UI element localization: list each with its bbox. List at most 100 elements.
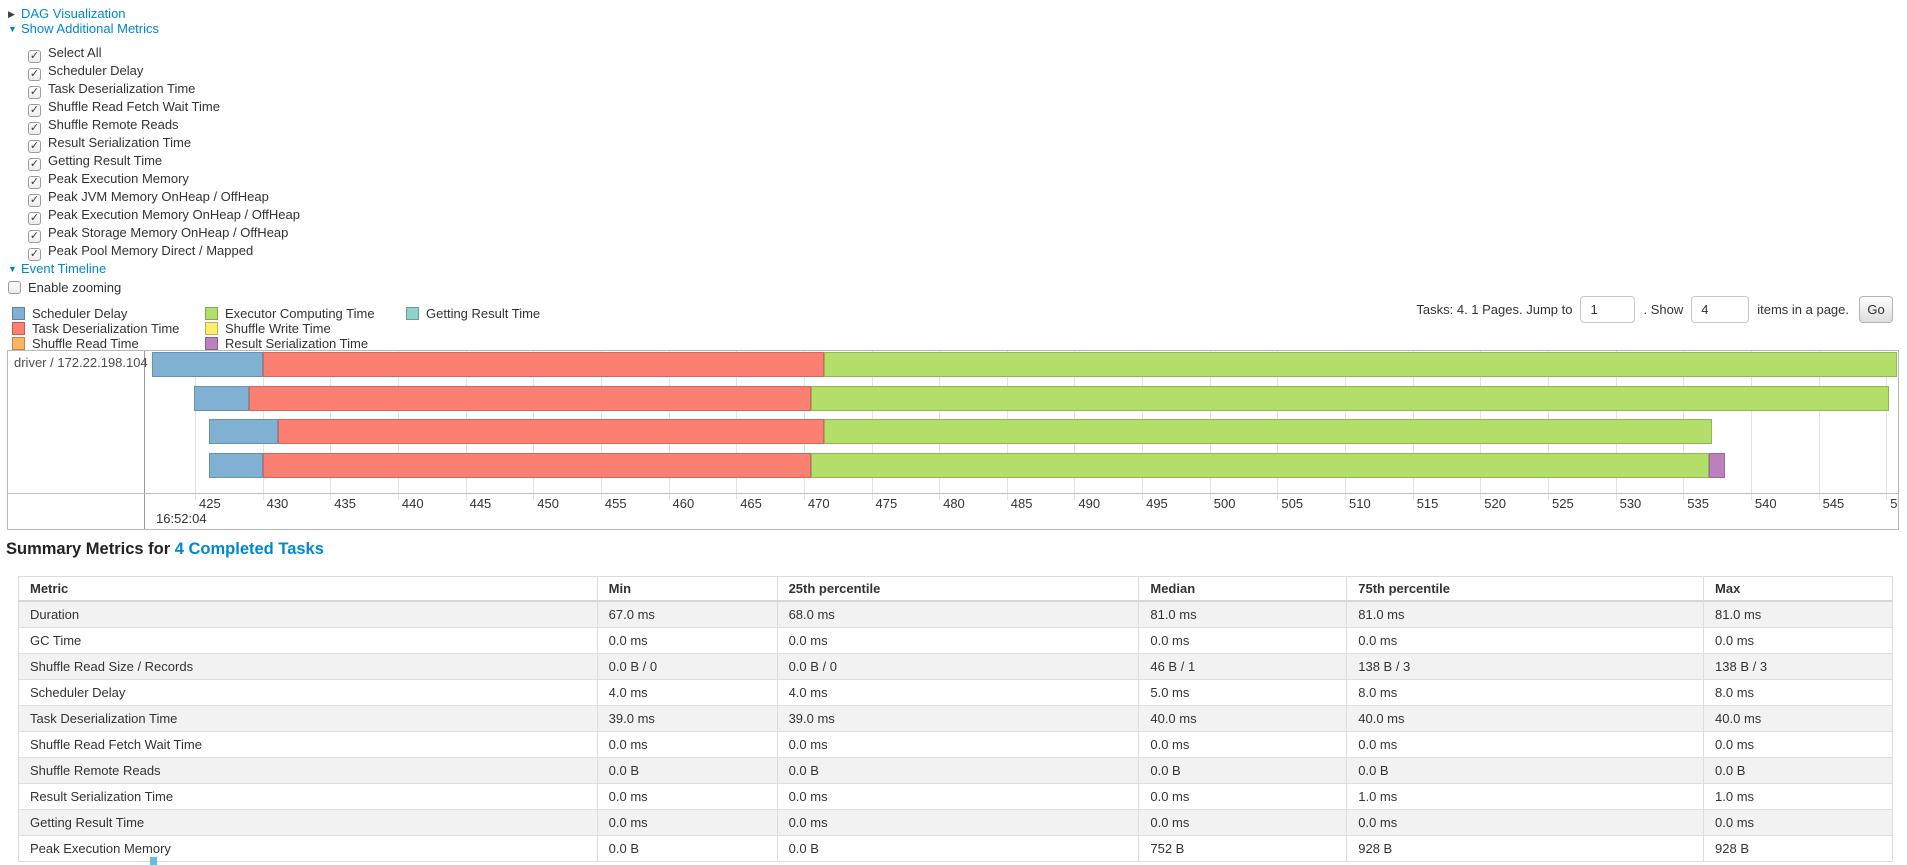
metric-value-cell: 138 B / 3 <box>1346 653 1705 680</box>
metric-value-cell: 39.0 ms <box>776 705 1140 732</box>
timeline-bar-segment[interactable] <box>810 453 1709 478</box>
metric-checkbox-item[interactable]: Peak Execution Memory <box>28 170 608 189</box>
checkbox-checked-icon[interactable] <box>28 194 41 207</box>
axis-tick-label: 430 <box>266 496 289 511</box>
metric-value-cell: 0.0 ms <box>1138 731 1348 758</box>
legend-label: Executor Computing Time <box>225 306 375 321</box>
axis-tick-label: 440 <box>401 496 424 511</box>
axis-tick-label: 470 <box>807 496 830 511</box>
metric-value-cell: 928 B <box>1346 835 1705 862</box>
metric-value-cell: 0.0 B <box>1703 757 1893 784</box>
legend-item: Getting Result Time <box>406 306 540 321</box>
timeline-bar-segment[interactable] <box>151 352 263 377</box>
dag-visualization-row: ▶ DAG Visualization <box>8 6 608 21</box>
legend-item: Shuffle Read Time <box>12 336 197 351</box>
metric-name-cell: Shuffle Remote Reads <box>18 757 598 784</box>
legend-item: Result Serialization Time <box>205 336 398 351</box>
metric-checkbox-item[interactable]: Select All <box>28 44 608 63</box>
timeline-bar-segment[interactable] <box>193 386 250 411</box>
checkbox-checked-icon[interactable] <box>28 248 41 261</box>
metric-value-cell: 4.0 ms <box>596 679 778 706</box>
metric-value-cell: 40.0 ms <box>1703 705 1893 732</box>
table-header-cell: 75th percentile <box>1346 576 1705 602</box>
checkbox-checked-icon[interactable] <box>28 212 41 225</box>
summary-metrics-heading: Summary Metrics for 4 Completed Tasks <box>6 540 324 559</box>
checkbox-checked-icon[interactable] <box>28 50 41 63</box>
timeline-bar-segment[interactable] <box>824 352 1897 377</box>
show-text: . Show <box>1643 302 1684 317</box>
axis-tick-label: 505 <box>1281 496 1304 511</box>
axis-tick-label: 540 <box>1754 496 1777 511</box>
cutoff-element-bottom <box>150 857 157 865</box>
table-row: Result Serialization Time 0.0 ms 0.0 ms 0.0… <box>18 783 1893 810</box>
metric-value-cell: 0.0 ms <box>776 783 1140 810</box>
checkbox-checked-icon[interactable] <box>28 104 41 117</box>
enable-zooming-label: Enable zooming <box>28 280 122 295</box>
metric-checkbox-item[interactable]: Peak Storage Memory OnHeap / OffHeap <box>28 224 608 243</box>
completed-tasks-link[interactable]: 4 Completed Tasks <box>174 540 324 558</box>
metric-value-cell: 138 B / 3 <box>1703 653 1893 680</box>
timeline-bar-segment[interactable] <box>249 386 811 411</box>
metric-value-cell: 0.0 ms <box>1138 809 1348 836</box>
timeline-bar-segment[interactable] <box>208 453 263 478</box>
metric-value-cell: 40.0 ms <box>1138 705 1348 732</box>
jump-to-page-input[interactable] <box>1580 296 1636 323</box>
table-header-cell: Metric <box>18 576 598 602</box>
metric-value-cell: 67.0 ms <box>596 600 778 628</box>
metric-checkbox-item[interactable]: Peak Pool Memory Direct / Mapped <box>28 242 608 261</box>
dag-visualization-toggle[interactable]: DAG Visualization <box>21 6 126 21</box>
metric-checkbox-item[interactable]: Peak Execution Memory OnHeap / OffHeap <box>28 206 608 225</box>
gridline <box>1818 351 1820 500</box>
show-additional-metrics-toggle[interactable]: Show Additional Metrics <box>21 21 160 36</box>
table-row: Task Deserialization Time 39.0 ms 39.0 ms 4… <box>18 705 1893 732</box>
metric-value-cell: 0.0 ms <box>596 809 778 836</box>
legend-label: Shuffle Write Time <box>225 321 331 336</box>
timeline-bar-segment[interactable] <box>824 419 1712 444</box>
checkbox-checked-icon[interactable] <box>28 230 41 243</box>
stage-controls: ▶ DAG Visualization ▼ Show Additional Metr… <box>8 6 608 296</box>
metric-checkbox-item[interactable]: Scheduler Delay <box>28 62 608 81</box>
go-button[interactable]: Go <box>1859 296 1893 323</box>
metric-checkbox-item[interactable]: Task Deserialization Time <box>28 80 608 99</box>
timeline-bar-segment[interactable] <box>262 352 825 377</box>
checkbox-checked-icon[interactable] <box>28 176 41 189</box>
event-timeline-toggle[interactable]: Event Timeline <box>21 261 107 276</box>
metric-value-cell: 68.0 ms <box>776 600 1140 628</box>
metric-checkbox-item[interactable]: Shuffle Read Fetch Wait Time <box>28 98 608 117</box>
metric-checkbox-item[interactable]: Getting Result Time <box>28 152 608 171</box>
metric-checkbox-label: Shuffle Remote Reads <box>48 117 179 132</box>
timeline-bar-segment[interactable] <box>208 419 278 444</box>
items-per-page-input[interactable] <box>1691 296 1750 323</box>
metric-checkbox-item[interactable]: Result Serialization Time <box>28 134 608 153</box>
checkbox-checked-icon[interactable] <box>28 122 41 135</box>
timeline-bar-segment[interactable] <box>810 386 1889 411</box>
checkbox-checked-icon[interactable] <box>28 140 41 153</box>
metric-value-cell: 0.0 B / 0 <box>776 653 1140 680</box>
timeline-bar-segment[interactable] <box>262 453 811 478</box>
metric-checkbox-item[interactable]: Peak JVM Memory OnHeap / OffHeap <box>28 188 608 207</box>
metric-value-cell: 0.0 B / 0 <box>596 653 778 680</box>
legend-label: Shuffle Read Time <box>32 336 139 351</box>
timeline-bar-segment[interactable] <box>277 419 825 444</box>
metric-value-cell: 39.0 ms <box>596 705 778 732</box>
axis-tick-label: 550 <box>1890 496 1898 511</box>
metric-value-cell: 1.0 ms <box>1346 783 1705 810</box>
metric-name-cell: Shuffle Read Fetch Wait Time <box>18 731 598 758</box>
table-row: Duration 67.0 ms 68.0 ms 81.0 ms 81.0 ms 81.0… <box>18 600 1893 628</box>
enable-zooming-row[interactable]: Enable zooming <box>8 280 608 296</box>
metric-value-cell: 0.0 ms <box>596 783 778 810</box>
metric-value-cell: 4.0 ms <box>776 679 1140 706</box>
metric-checkbox-item[interactable]: Shuffle Remote Reads <box>28 116 608 135</box>
metric-value-cell: 752 B <box>1138 835 1348 862</box>
metric-value-cell: 0.0 ms <box>596 627 778 654</box>
axis-time-label: 16:52:04 <box>156 511 207 526</box>
checkbox-checked-icon[interactable] <box>28 86 41 99</box>
checkbox-checked-icon[interactable] <box>28 68 41 81</box>
legend-swatch <box>406 307 419 320</box>
checkbox-unchecked-icon[interactable] <box>8 281 21 294</box>
gridline <box>1750 351 1752 500</box>
timeline-bar-segment[interactable] <box>1709 453 1726 478</box>
table-header-cell: Max <box>1703 576 1893 602</box>
legend-label: Result Serialization Time <box>225 336 369 351</box>
checkbox-checked-icon[interactable] <box>28 158 41 171</box>
